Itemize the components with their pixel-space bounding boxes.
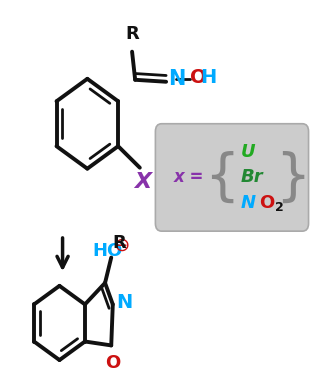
Text: O: O <box>190 68 207 87</box>
Text: N: N <box>168 69 185 89</box>
Text: x =: x = <box>174 169 204 187</box>
Text: Br: Br <box>240 169 263 187</box>
Text: N: N <box>117 293 133 312</box>
Text: H: H <box>200 68 216 87</box>
Text: R: R <box>125 25 139 43</box>
Text: HO: HO <box>92 242 122 260</box>
Text: R: R <box>113 234 127 252</box>
Text: O: O <box>259 194 274 212</box>
Text: }: } <box>275 151 311 205</box>
Text: ⊖: ⊖ <box>114 235 130 254</box>
Text: 2: 2 <box>275 201 283 214</box>
Text: O: O <box>105 354 120 372</box>
Text: U: U <box>240 143 255 161</box>
Text: {: { <box>204 151 240 205</box>
FancyBboxPatch shape <box>155 124 309 231</box>
Text: N: N <box>240 194 255 212</box>
Text: X: X <box>134 172 152 192</box>
